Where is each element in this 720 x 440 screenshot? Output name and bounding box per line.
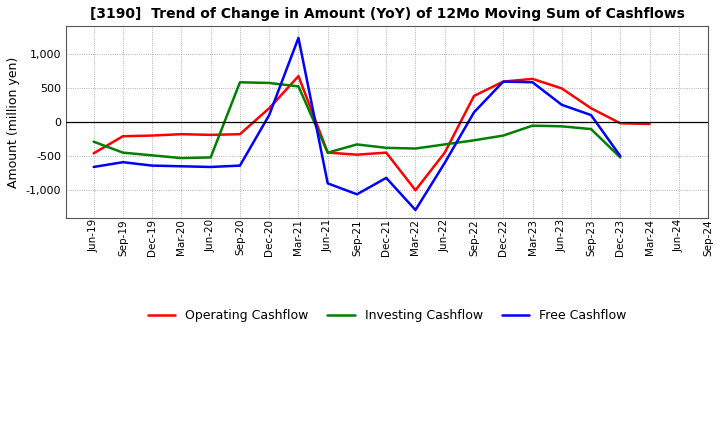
Operating Cashflow xyxy=(323,150,332,155)
Free Cashflow xyxy=(148,163,156,168)
Line: Free Cashflow: Free Cashflow xyxy=(94,38,621,210)
Free Cashflow xyxy=(119,160,127,165)
Investing Cashflow xyxy=(294,84,303,89)
Operating Cashflow xyxy=(148,133,156,138)
Operating Cashflow xyxy=(353,152,361,158)
Operating Cashflow xyxy=(89,150,98,156)
Operating Cashflow xyxy=(411,187,420,193)
Free Cashflow xyxy=(557,102,566,107)
Investing Cashflow xyxy=(177,155,186,161)
Free Cashflow xyxy=(441,160,449,165)
Free Cashflow xyxy=(587,113,595,118)
Investing Cashflow xyxy=(587,126,595,132)
Free Cashflow xyxy=(499,79,508,84)
Operating Cashflow xyxy=(616,121,625,126)
Operating Cashflow xyxy=(441,150,449,155)
Operating Cashflow xyxy=(119,134,127,139)
Free Cashflow xyxy=(235,163,244,168)
Free Cashflow xyxy=(207,164,215,169)
Investing Cashflow xyxy=(207,155,215,160)
Investing Cashflow xyxy=(265,81,274,86)
Free Cashflow xyxy=(89,164,98,169)
Title: [3190]  Trend of Change in Amount (YoY) of 12Mo Moving Sum of Cashflows: [3190] Trend of Change in Amount (YoY) o… xyxy=(89,7,685,21)
Investing Cashflow xyxy=(469,138,478,143)
Investing Cashflow xyxy=(353,142,361,147)
Free Cashflow xyxy=(616,154,625,159)
Operating Cashflow xyxy=(557,86,566,91)
Operating Cashflow xyxy=(294,73,303,79)
Investing Cashflow xyxy=(411,146,420,151)
Operating Cashflow xyxy=(645,121,654,127)
Investing Cashflow xyxy=(323,150,332,155)
Free Cashflow xyxy=(469,110,478,115)
Operating Cashflow xyxy=(528,76,537,81)
Investing Cashflow xyxy=(441,142,449,147)
Y-axis label: Amount (million yen): Amount (million yen) xyxy=(7,56,20,187)
Free Cashflow xyxy=(382,175,390,180)
Line: Operating Cashflow: Operating Cashflow xyxy=(94,76,649,190)
Line: Investing Cashflow: Investing Cashflow xyxy=(94,82,621,158)
Investing Cashflow xyxy=(89,139,98,144)
Operating Cashflow xyxy=(177,132,186,137)
Investing Cashflow xyxy=(235,80,244,85)
Free Cashflow xyxy=(353,192,361,197)
Free Cashflow xyxy=(177,164,186,169)
Operating Cashflow xyxy=(235,132,244,137)
Free Cashflow xyxy=(294,35,303,40)
Operating Cashflow xyxy=(207,132,215,138)
Operating Cashflow xyxy=(265,106,274,111)
Investing Cashflow xyxy=(616,155,625,160)
Legend: Operating Cashflow, Investing Cashflow, Free Cashflow: Operating Cashflow, Investing Cashflow, … xyxy=(143,304,631,327)
Operating Cashflow xyxy=(587,106,595,111)
Operating Cashflow xyxy=(382,150,390,155)
Operating Cashflow xyxy=(469,93,478,99)
Free Cashflow xyxy=(528,80,537,85)
Investing Cashflow xyxy=(557,124,566,129)
Operating Cashflow xyxy=(499,79,508,84)
Investing Cashflow xyxy=(382,145,390,150)
Investing Cashflow xyxy=(119,150,127,155)
Free Cashflow xyxy=(411,207,420,213)
Free Cashflow xyxy=(323,181,332,186)
Free Cashflow xyxy=(265,113,274,118)
Investing Cashflow xyxy=(148,153,156,158)
Investing Cashflow xyxy=(499,133,508,138)
Investing Cashflow xyxy=(528,123,537,128)
